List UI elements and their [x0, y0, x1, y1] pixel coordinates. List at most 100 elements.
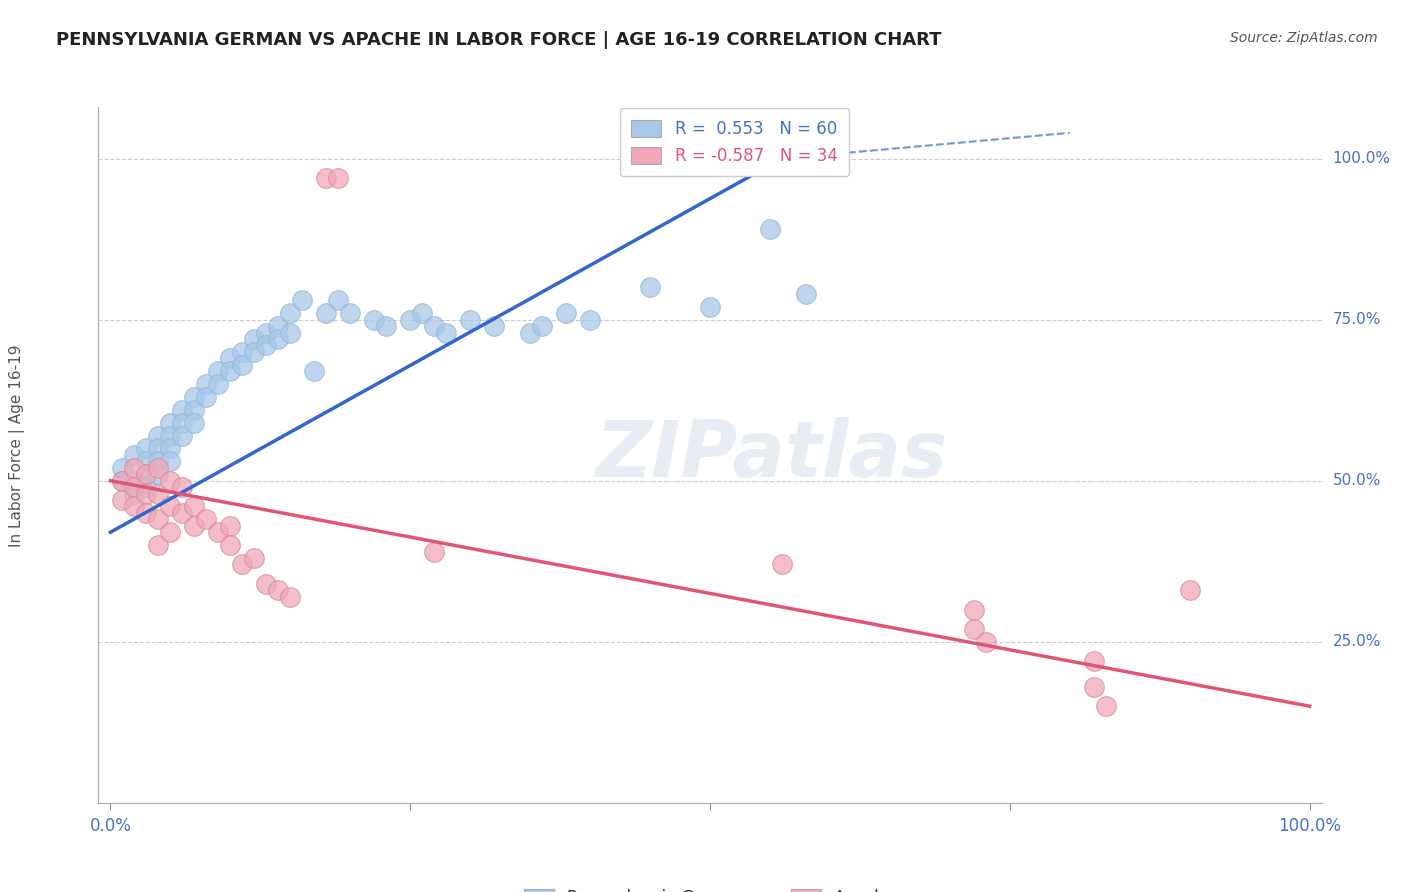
Point [148, 428, 170, 442]
Point [124, 500, 146, 514]
Point [243, 551, 266, 566]
Point [278, 590, 301, 604]
Point [375, 319, 398, 334]
Text: Source: ZipAtlas.com: Source: ZipAtlas.com [1230, 31, 1378, 45]
Point [148, 442, 170, 456]
Point [135, 467, 157, 482]
Point [278, 306, 301, 320]
Point [135, 486, 157, 500]
Point [135, 442, 157, 456]
Point [254, 576, 277, 591]
Point [148, 467, 170, 482]
Point [1083, 654, 1105, 668]
Text: PENNSYLVANIA GERMAN VS APACHE IN LABOR FORCE | AGE 16-19 CORRELATION CHART: PENNSYLVANIA GERMAN VS APACHE IN LABOR F… [56, 31, 942, 49]
Point [207, 364, 229, 378]
Point [172, 428, 194, 442]
Point [124, 460, 146, 475]
Text: 25.0%: 25.0% [1333, 634, 1381, 649]
Point [434, 326, 457, 340]
Point [458, 312, 481, 326]
Point [963, 622, 986, 636]
Point [482, 319, 505, 334]
Point [219, 351, 242, 366]
Point [148, 538, 170, 552]
Point [124, 480, 146, 494]
Point [159, 454, 181, 468]
Point [531, 319, 554, 334]
Point [267, 332, 290, 346]
Point [254, 326, 277, 340]
Point [183, 500, 205, 514]
Point [363, 312, 385, 326]
Text: 75.0%: 75.0% [1333, 312, 1381, 327]
Point [794, 286, 817, 301]
Point [1178, 583, 1201, 598]
Point [231, 558, 253, 572]
Point [423, 319, 446, 334]
Point [172, 402, 194, 417]
Point [207, 525, 229, 540]
Point [243, 344, 266, 359]
Point [195, 377, 218, 392]
Point [148, 460, 170, 475]
Point [111, 474, 134, 488]
Point [148, 486, 170, 500]
Point [124, 474, 146, 488]
Legend: Pennsylvania Germans, Apache: Pennsylvania Germans, Apache [516, 880, 904, 892]
Point [195, 512, 218, 526]
Point [315, 306, 337, 320]
Point [278, 326, 301, 340]
Point [159, 474, 181, 488]
Point [124, 486, 146, 500]
Point [291, 293, 314, 308]
Point [638, 280, 661, 294]
Point [159, 525, 181, 540]
Point [159, 428, 181, 442]
Point [555, 306, 578, 320]
Point [339, 306, 361, 320]
Point [207, 377, 229, 392]
Point [172, 506, 194, 520]
Point [135, 480, 157, 494]
Point [1094, 699, 1116, 714]
Point [759, 222, 782, 236]
Point [111, 460, 134, 475]
Point [267, 319, 290, 334]
Point [219, 538, 242, 552]
Point [159, 416, 181, 430]
Point [315, 170, 337, 185]
Point [172, 416, 194, 430]
Point [183, 402, 205, 417]
Point [231, 358, 253, 372]
Point [195, 390, 218, 404]
Point [135, 506, 157, 520]
Point [135, 454, 157, 468]
Point [148, 454, 170, 468]
Point [304, 364, 326, 378]
Point [219, 518, 242, 533]
Point [124, 448, 146, 462]
Point [328, 170, 350, 185]
Point [219, 364, 242, 378]
Point [135, 467, 157, 482]
Point [267, 583, 290, 598]
Point [770, 558, 793, 572]
Point [172, 480, 194, 494]
Point [423, 544, 446, 558]
Point [183, 390, 205, 404]
Point [411, 306, 433, 320]
Point [243, 332, 266, 346]
Point [699, 300, 721, 314]
Point [328, 293, 350, 308]
Point [111, 493, 134, 508]
Point [148, 512, 170, 526]
Point [254, 338, 277, 352]
Text: ZIPatlas: ZIPatlas [595, 417, 948, 493]
Point [231, 344, 253, 359]
Text: 100.0%: 100.0% [1333, 151, 1391, 166]
Point [159, 500, 181, 514]
Point [579, 312, 602, 326]
Point [183, 416, 205, 430]
Point [1083, 680, 1105, 694]
Point [399, 312, 422, 326]
